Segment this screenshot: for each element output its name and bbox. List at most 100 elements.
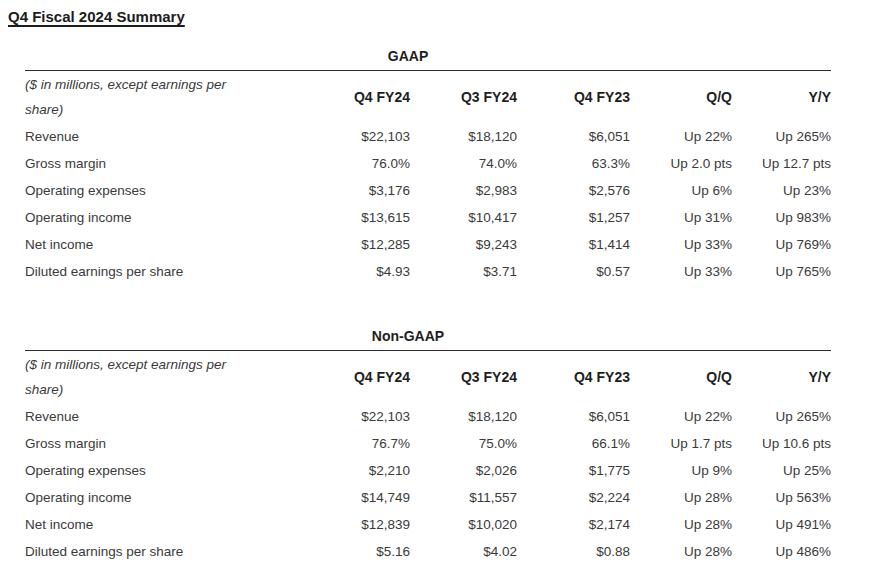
cell-value: $22,103 <box>306 403 410 430</box>
row-label: Diluted earnings per share <box>25 538 306 565</box>
cell-value: $2,576 <box>517 177 630 204</box>
cell-value: Up 2.0 pts <box>630 150 732 177</box>
cell-value: $3,176 <box>306 177 410 204</box>
cell-value: Up 563% <box>732 484 831 511</box>
row-label: Gross margin <box>25 430 306 457</box>
column-header-q3fy24: Q3 FY24 <box>410 351 517 403</box>
cell-value: Up 265% <box>732 123 831 150</box>
cell-value: $2,983 <box>410 177 517 204</box>
cell-value: Up 6% <box>630 177 732 204</box>
cell-value: $11,557 <box>410 484 517 511</box>
column-header-q4fy23: Q4 FY23 <box>517 351 630 403</box>
cell-value: $4.02 <box>410 538 517 565</box>
cell-value: 66.1% <box>517 430 630 457</box>
table-row: Operating expenses $3,176 $2,983 $2,576 … <box>25 177 831 204</box>
cell-value: Up 22% <box>630 123 732 150</box>
page-title: Q4 Fiscal 2024 Summary <box>8 8 185 26</box>
cell-value: Up 33% <box>630 231 732 258</box>
cell-value: Up 486% <box>732 538 831 565</box>
cell-value: $6,051 <box>517 403 630 430</box>
row-label: Net income <box>25 511 306 538</box>
cell-value: Up 12.7 pts <box>732 150 831 177</box>
row-label: Diluted earnings per share <box>25 258 306 285</box>
cell-value: $6,051 <box>517 123 630 150</box>
cell-value: 75.0% <box>410 430 517 457</box>
cell-value: $18,120 <box>410 123 517 150</box>
column-header-qq: Q/Q <box>630 71 732 123</box>
row-label: Revenue <box>25 403 306 430</box>
cell-value: $12,285 <box>306 231 410 258</box>
cell-value: $5.16 <box>306 538 410 565</box>
cell-value: Up 983% <box>732 204 831 231</box>
cell-value: $22,103 <box>306 123 410 150</box>
cell-value: $3.71 <box>410 258 517 285</box>
table-row: Operating expenses $2,210 $2,026 $1,775 … <box>25 457 831 484</box>
row-label: Gross margin <box>25 150 306 177</box>
table-row: Revenue $22,103 $18,120 $6,051 Up 22% Up… <box>25 403 831 430</box>
column-header-qq: Q/Q <box>630 351 732 403</box>
column-header-yy: Y/Y <box>732 71 831 123</box>
non-gaap-header-row: ($ in millions, except earnings per shar… <box>25 351 831 403</box>
cell-value: $13,615 <box>306 204 410 231</box>
table-row: Operating income $14,749 $11,557 $2,224 … <box>25 484 831 511</box>
cell-value: $2,224 <box>517 484 630 511</box>
cell-value: 63.3% <box>517 150 630 177</box>
cell-value: Up 28% <box>630 538 732 565</box>
non-gaap-table: ($ in millions, except earnings per shar… <box>25 351 831 565</box>
row-label: Net income <box>25 231 306 258</box>
column-header-q3fy24: Q3 FY24 <box>410 71 517 123</box>
cell-value: Up 25% <box>732 457 831 484</box>
cell-value: $0.57 <box>517 258 630 285</box>
cell-value: $10,020 <box>410 511 517 538</box>
cell-value: Up 491% <box>732 511 831 538</box>
column-header-q4fy23: Q4 FY23 <box>517 71 630 123</box>
table-row: Net income $12,839 $10,020 $2,174 Up 28%… <box>25 511 831 538</box>
cell-value: $12,839 <box>306 511 410 538</box>
units-note: ($ in millions, except earnings per shar… <box>25 72 230 122</box>
row-label: Operating income <box>25 484 306 511</box>
cell-value: $2,174 <box>517 511 630 538</box>
cell-value: Up 10.6 pts <box>732 430 831 457</box>
cell-value: Up 23% <box>732 177 831 204</box>
cell-value: Up 31% <box>630 204 732 231</box>
gaap-table-caption: GAAP <box>25 48 831 71</box>
non-gaap-section: Non-GAAP ($ in millions, except earnings… <box>25 328 831 565</box>
cell-value: $2,210 <box>306 457 410 484</box>
non-gaap-table-caption: Non-GAAP <box>25 328 831 351</box>
table-row: Diluted earnings per share $5.16 $4.02 $… <box>25 538 831 565</box>
cell-value: $14,749 <box>306 484 410 511</box>
cell-value: $4.93 <box>306 258 410 285</box>
column-header-q4fy24: Q4 FY24 <box>306 71 410 123</box>
cell-value: $9,243 <box>410 231 517 258</box>
cell-value: $18,120 <box>410 403 517 430</box>
units-note: ($ in millions, except earnings per shar… <box>25 352 230 402</box>
cell-value: $1,257 <box>517 204 630 231</box>
cell-value: $0.88 <box>517 538 630 565</box>
cell-value: Up 769% <box>732 231 831 258</box>
cell-value: 76.7% <box>306 430 410 457</box>
cell-value: $1,414 <box>517 231 630 258</box>
cell-value: 76.0% <box>306 150 410 177</box>
table-row: Operating income $13,615 $10,417 $1,257 … <box>25 204 831 231</box>
row-label: Operating expenses <box>25 177 306 204</box>
row-label: Operating expenses <box>25 457 306 484</box>
cell-value: $10,417 <box>410 204 517 231</box>
cell-value: Up 765% <box>732 258 831 285</box>
gaap-header-row: ($ in millions, except earnings per shar… <box>25 71 831 123</box>
cell-value: Up 9% <box>630 457 732 484</box>
gaap-table: ($ in millions, except earnings per shar… <box>25 71 831 285</box>
row-label: Revenue <box>25 123 306 150</box>
row-label: Operating income <box>25 204 306 231</box>
table-row: Net income $12,285 $9,243 $1,414 Up 33% … <box>25 231 831 258</box>
cell-value: Up 28% <box>630 484 732 511</box>
cell-value: Up 33% <box>630 258 732 285</box>
table-row: Revenue $22,103 $18,120 $6,051 Up 22% Up… <box>25 123 831 150</box>
cell-value: $2,026 <box>410 457 517 484</box>
gaap-section: GAAP ($ in millions, except earnings per… <box>25 48 831 285</box>
table-row: Gross margin 76.7% 75.0% 66.1% Up 1.7 pt… <box>25 430 831 457</box>
column-header-yy: Y/Y <box>732 351 831 403</box>
cell-value: Up 265% <box>732 403 831 430</box>
cell-value: Up 28% <box>630 511 732 538</box>
cell-value: Up 22% <box>630 403 732 430</box>
cell-value: $1,775 <box>517 457 630 484</box>
